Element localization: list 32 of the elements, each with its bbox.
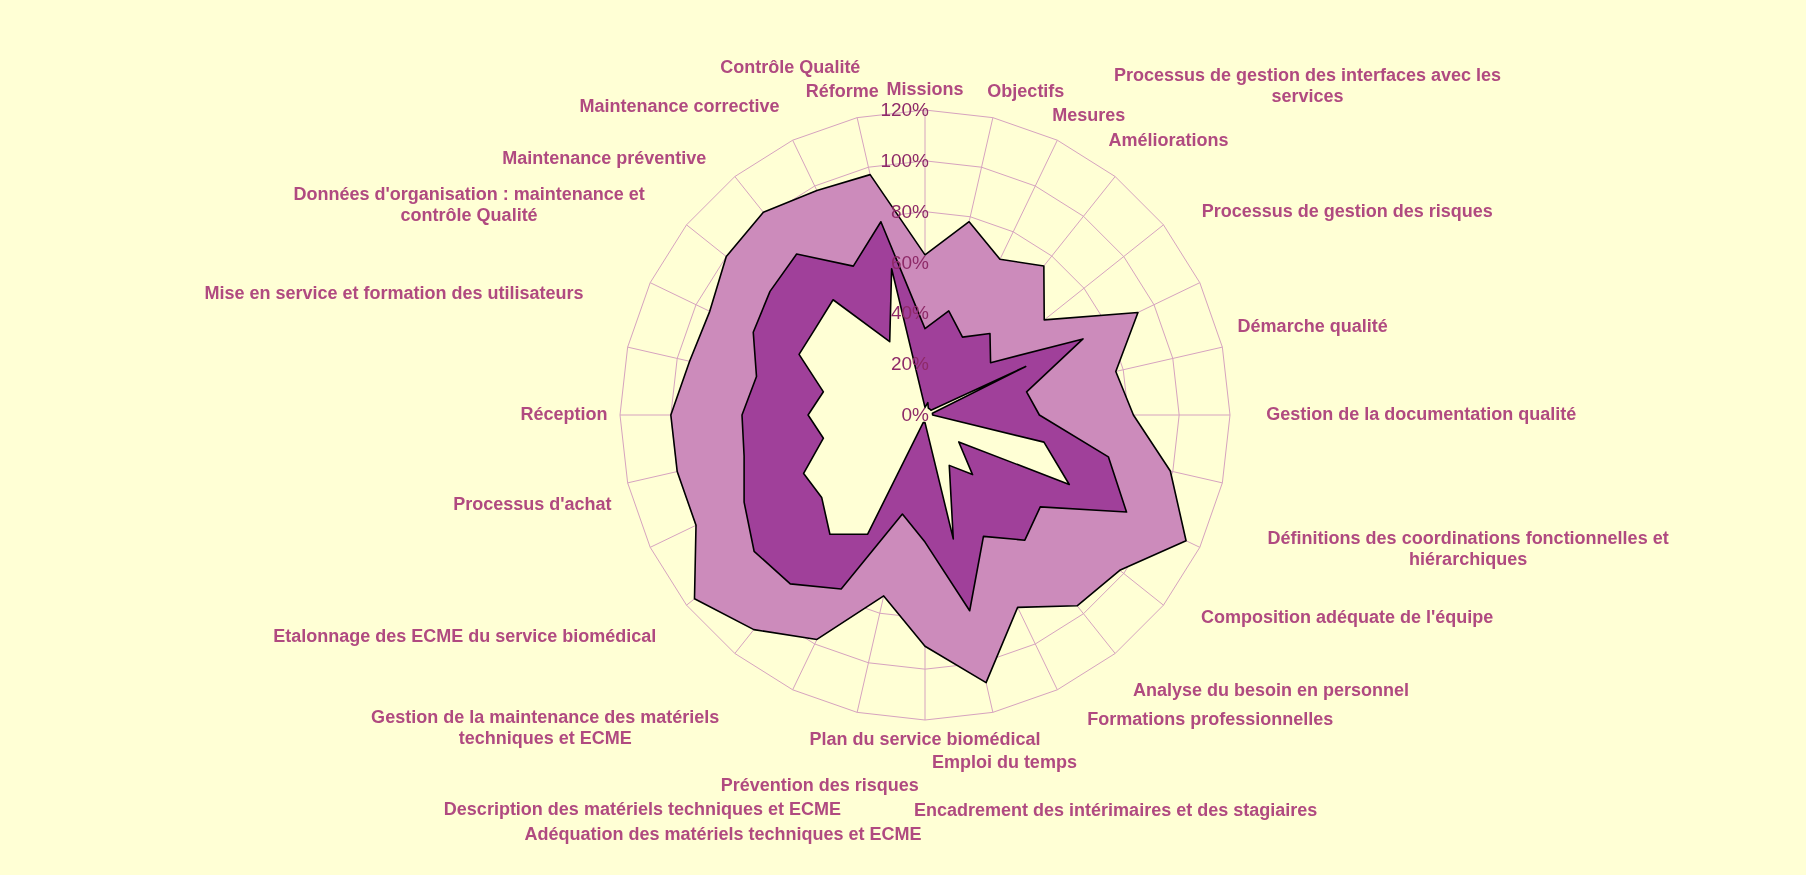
- spoke-label: Emploi du temps: [931, 751, 1077, 772]
- spoke-label: Composition adéquate de l'équipe: [1201, 607, 1494, 628]
- spoke-label: Maintenance corrective: [579, 96, 780, 117]
- spoke-label: Démarche qualité: [1237, 315, 1388, 336]
- spoke-label: Prévention des risques: [720, 774, 919, 795]
- spoke-label: Mesures: [1052, 105, 1126, 126]
- spoke-label: Réforme: [805, 81, 879, 102]
- spoke-label: Réception: [520, 404, 608, 424]
- spoke-label: Définitions des coordinations fonctionnelles et hiérarchiques: [1267, 527, 1669, 569]
- spoke-label: Processus de gestion des risques: [1201, 200, 1493, 221]
- y-tick-label: 120%: [880, 99, 930, 120]
- spoke-label: Gestion de la maintenance des matériels techniques et ECME: [371, 706, 720, 748]
- y-tick-label: 0%: [901, 404, 930, 425]
- spoke-label: Processus de gestion des interfaces avec les services: [1113, 64, 1502, 106]
- spoke-label: Maintenance préventive: [502, 148, 707, 169]
- spoke-label: Description des matériels techniques et ECME: [443, 799, 841, 820]
- spoke-label: Formations professionnelles: [1087, 709, 1334, 730]
- spoke-label: Données d'organisation : maintenance et contrôle Qualité: [293, 184, 645, 226]
- spoke-label: Objectifs: [987, 81, 1065, 102]
- spoke-label: Améliorations: [1108, 129, 1229, 150]
- y-tick-label: 40%: [890, 302, 930, 324]
- spoke-label: Etalonnage des ECME du service biomédical: [273, 625, 657, 646]
- spoke-label: Analyse du besoin en personnel: [1133, 680, 1410, 700]
- spoke-label: Encadrement des intérimaires et des stagiaires: [914, 799, 1318, 820]
- spoke-label: Missions: [886, 79, 964, 100]
- spoke-label: Adéquation des matériels techniques et ECME: [524, 823, 922, 844]
- spoke-label: Plan du service biomédical: [809, 728, 1041, 749]
- spoke-label: Processus d'achat: [453, 493, 612, 514]
- spoke-label: Mise en service et formation des utilisateurs: [204, 282, 584, 303]
- y-tick-label: 100%: [880, 149, 930, 171]
- spoke-label: Contrôle Qualité: [720, 57, 861, 78]
- spoke-label: Gestion de la documentation qualité: [1266, 404, 1577, 424]
